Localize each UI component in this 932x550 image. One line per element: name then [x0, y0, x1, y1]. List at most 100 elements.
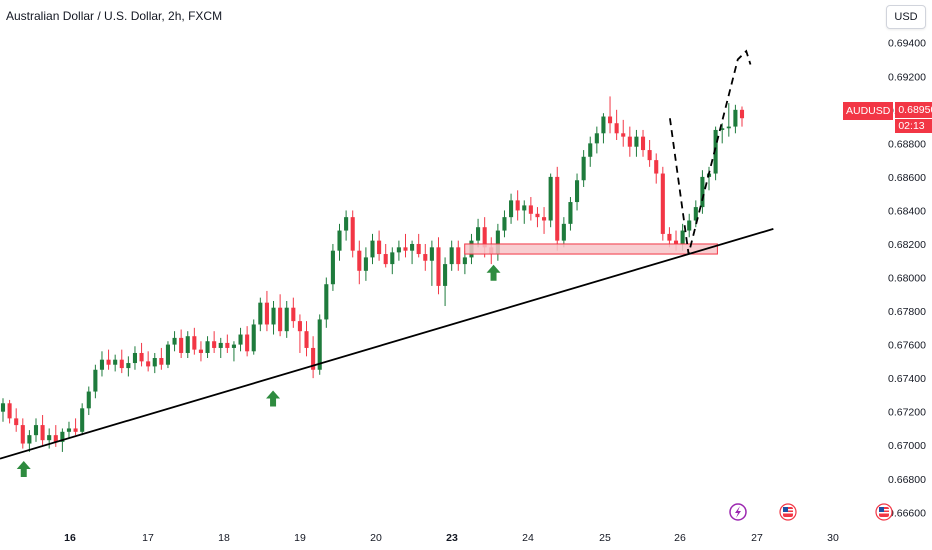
candle: [495, 223, 500, 261]
candle: [528, 197, 533, 221]
y-tick-label: 0.68800: [888, 138, 926, 150]
candle-body: [27, 435, 32, 444]
candle-body: [245, 334, 250, 352]
candle: [515, 190, 520, 221]
candle-body: [634, 136, 639, 147]
candle: [152, 352, 157, 374]
flash-event-bolt: [735, 506, 741, 518]
up-arrow-icon: [266, 390, 281, 407]
candle: [726, 103, 731, 137]
candle-body: [561, 223, 566, 241]
y-tick-label: 0.67800: [888, 306, 926, 318]
badge-symbol: AUDUSD: [843, 102, 894, 120]
candle-body: [132, 352, 138, 364]
candle: [449, 240, 454, 271]
time-axis[interactable]: 16 17 18 19 20 23 24 25 26 27 30: [64, 532, 839, 544]
candle: [436, 237, 441, 295]
candle: [601, 113, 606, 144]
candle: [621, 119, 626, 147]
candle-body: [337, 230, 342, 251]
candle: [607, 96, 613, 134]
candle: [185, 331, 190, 359]
candle: [225, 334, 230, 353]
candle-body: [159, 358, 164, 365]
candle-body: [185, 336, 190, 353]
candle: [720, 123, 725, 144]
candle: [337, 223, 342, 261]
y-tick-label: 0.68400: [888, 205, 926, 217]
x-tick-label: 19: [294, 532, 306, 544]
currency-button[interactable]: USD: [886, 5, 926, 29]
candle-body: [462, 257, 467, 265]
candle: [80, 403, 85, 436]
candle-body: [410, 243, 415, 251]
candle: [146, 351, 151, 372]
candle-body: [165, 344, 171, 365]
y-tick-label: 0.67400: [888, 373, 926, 385]
y-tick-label: 0.68000: [888, 273, 926, 285]
candle-body: [192, 336, 197, 350]
y-tick-label: 0.67000: [888, 440, 926, 452]
candle: [687, 213, 692, 238]
candle-body: [693, 207, 698, 221]
candle-body: [357, 250, 362, 271]
candle-body: [377, 240, 382, 255]
candle: [383, 243, 388, 268]
y-tick-label: 0.68200: [888, 239, 926, 251]
candle: [476, 218, 481, 248]
candle: [251, 319, 256, 355]
candle: [119, 349, 124, 374]
flag-stripe: [879, 512, 889, 514]
candle-body: [53, 435, 58, 442]
candle-body: [396, 247, 401, 253]
us-flag-event-icon: [779, 503, 797, 521]
flag-canton: [783, 507, 788, 512]
candle: [588, 136, 593, 167]
candle: [245, 326, 250, 357]
candle: [627, 126, 632, 157]
candle: [509, 193, 514, 224]
candle-body: [330, 250, 335, 285]
candle: [317, 314, 322, 375]
candle-body: [317, 319, 322, 370]
candle-body: [20, 425, 25, 444]
us-flag-event-icon: [875, 503, 893, 521]
flash-event-icon: [729, 503, 747, 521]
candle-body: [456, 247, 461, 265]
candle: [706, 166, 712, 191]
candle-body: [14, 418, 19, 426]
candle-body: [152, 358, 157, 367]
candle: [218, 337, 223, 359]
candle-body: [311, 347, 316, 370]
badge-countdown: 02:13: [895, 119, 932, 133]
candle: [640, 129, 646, 157]
candle-body: [179, 337, 184, 353]
candle-body: [264, 302, 269, 325]
candle: [462, 250, 467, 275]
candle: [33, 418, 39, 442]
candle-body: [7, 403, 12, 419]
candle-body: [509, 200, 514, 218]
candle: [443, 257, 448, 307]
y-tick-label: 0.66600: [888, 507, 926, 519]
candle-body: [73, 428, 78, 432]
candle: [410, 240, 415, 265]
candle-body: [700, 176, 705, 208]
candle-body: [251, 324, 256, 352]
candle-body: [680, 230, 685, 244]
candle-body: [528, 205, 533, 214]
candle-body: [607, 116, 613, 124]
price-axis[interactable]: 0.694000.692000.690000.688000.686000.684…: [888, 38, 926, 520]
candle-body: [119, 359, 124, 369]
candle: [574, 173, 580, 211]
candle-body: [284, 307, 289, 332]
x-tick-label: 25: [599, 532, 611, 544]
candle-body: [304, 331, 309, 348]
candle-body: [713, 129, 718, 174]
x-tick-label: 27: [751, 532, 763, 544]
candle-body: [258, 302, 263, 325]
candle-body: [291, 307, 296, 322]
